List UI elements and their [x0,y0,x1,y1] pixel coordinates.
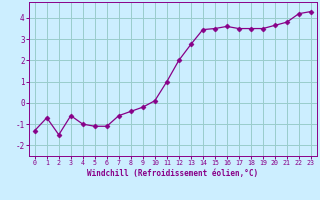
X-axis label: Windchill (Refroidissement éolien,°C): Windchill (Refroidissement éolien,°C) [87,169,258,178]
